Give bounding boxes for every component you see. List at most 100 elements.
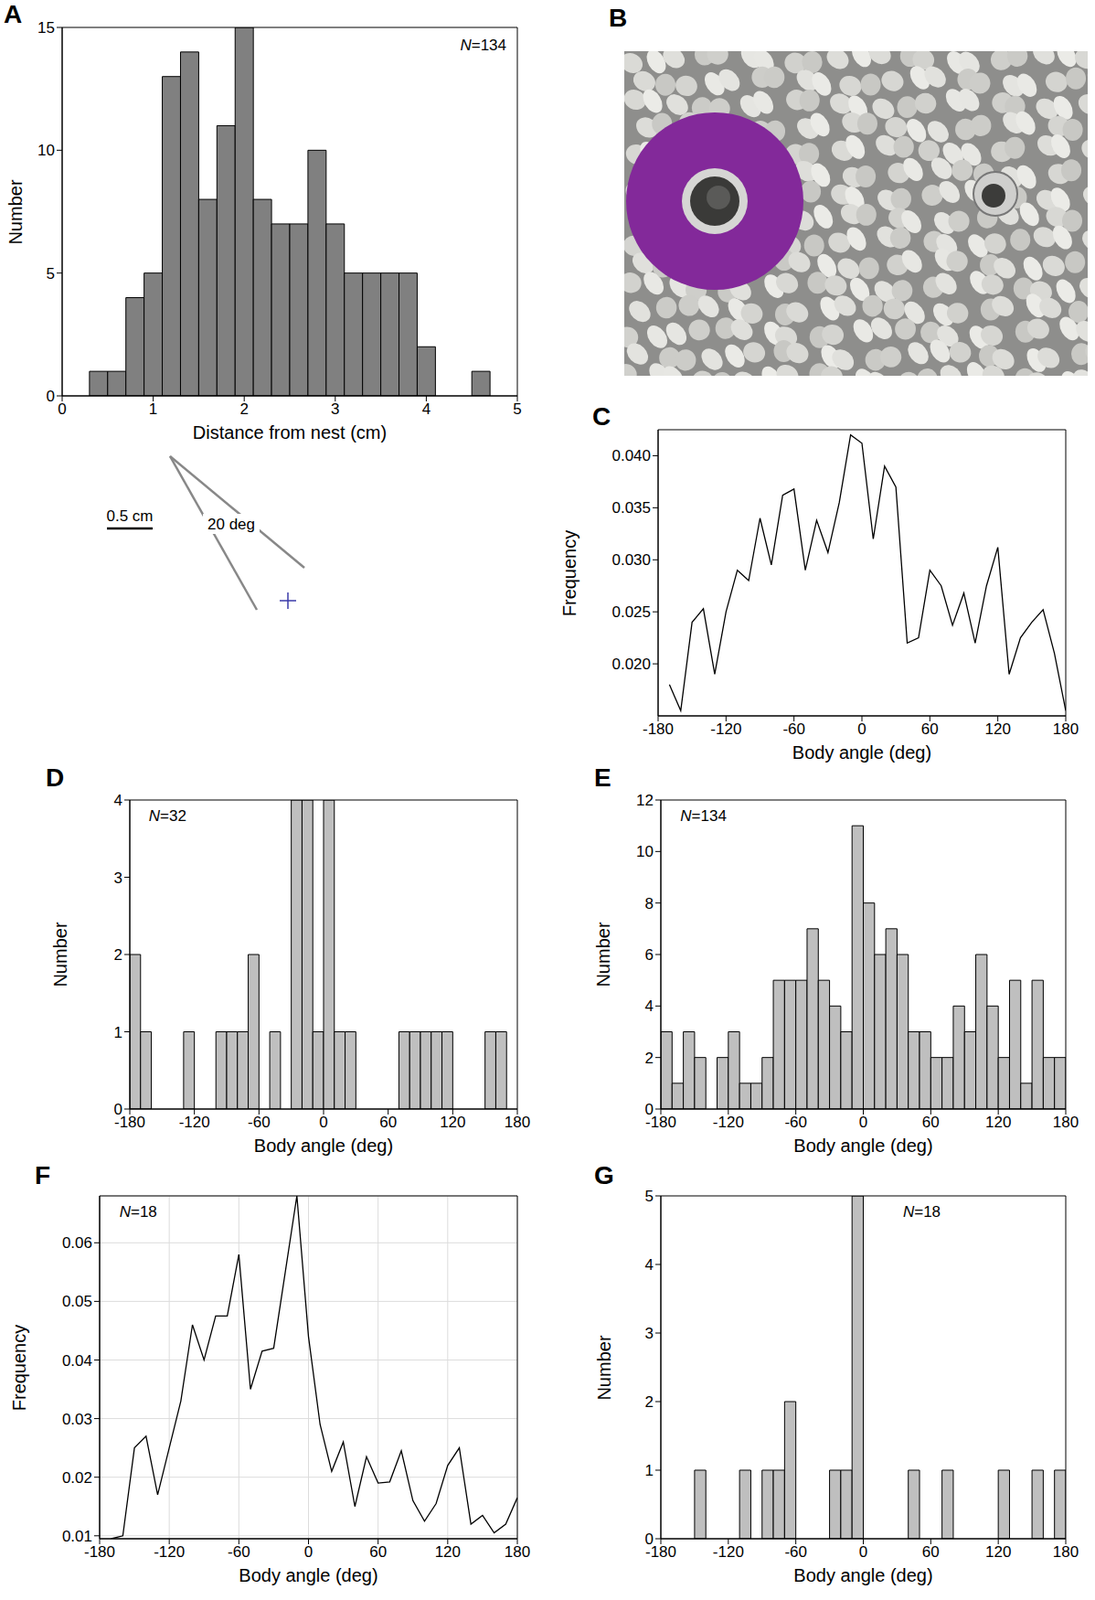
svg-text:-120: -120 [712,1113,745,1131]
svg-text:-180: -180 [642,720,674,738]
svg-text:1: 1 [114,1023,123,1042]
svg-text:0.02: 0.02 [62,1468,93,1487]
html-text:N =18: N =18 [119,1202,158,1221]
svg-text:0: 0 [318,1113,328,1131]
svg-text:120: 120 [985,1542,1011,1561]
html-text:Number: Number [593,921,614,987]
html-text:N =134: N =134 [680,807,727,825]
svg-text:-60: -60 [227,1542,251,1561]
svg-text:60: 60 [921,720,939,738]
svg-text:0: 0 [645,1530,654,1548]
svg-text:120: 120 [984,720,1010,738]
svg-text:0.04: 0.04 [62,1351,93,1370]
svg-text:2: 2 [645,1392,654,1411]
svg-text:2: 2 [239,400,248,418]
svg-text:0.06: 0.06 [62,1233,93,1252]
html-text:C: C [592,402,611,431]
svg-text:10: 10 [636,842,654,861]
html-text:Number: Number [593,1334,614,1400]
svg-text:4: 4 [645,997,654,1015]
svg-text:0: 0 [857,720,866,738]
svg-text:3: 3 [330,400,340,418]
svg-text:0.040: 0.040 [611,446,651,465]
svg-text:3: 3 [114,869,123,887]
svg-text:180: 180 [1052,720,1079,738]
svg-text:0: 0 [114,1100,123,1118]
html-text:Body angle (deg): Body angle (deg) [238,1564,379,1585]
svg-text:60: 60 [369,1542,387,1561]
svg-text:2: 2 [114,946,123,964]
html-text:N =134: N =134 [460,36,507,54]
svg-text:5: 5 [645,1187,654,1205]
svg-text:0: 0 [859,1542,868,1561]
svg-text:1: 1 [148,400,158,418]
svg-text:60: 60 [922,1113,940,1131]
svg-text:4: 4 [422,400,431,418]
svg-text:120: 120 [439,1113,466,1131]
html-text:D: D [45,763,65,792]
svg-text:5: 5 [46,265,55,283]
svg-text:-180: -180 [114,1113,146,1131]
svg-text:180: 180 [1052,1113,1079,1131]
svg-text:0.03: 0.03 [62,1410,93,1428]
svg-text:180: 180 [504,1542,531,1561]
html-text:Frequency: Frequency [8,1323,29,1411]
svg-text:6: 6 [645,946,654,964]
svg-text:2: 2 [645,1049,654,1067]
svg-text:20 deg: 20 deg [207,515,256,533]
svg-text:-120: -120 [712,1542,745,1561]
svg-text:0: 0 [57,400,66,418]
svg-text:5: 5 [512,400,521,418]
html-text:E: E [594,763,612,792]
svg-text:-120: -120 [179,1113,211,1131]
svg-text:-120: -120 [710,720,742,738]
svg-text:0.025: 0.025 [611,603,651,621]
svg-text:120: 120 [435,1542,461,1561]
html-text:Body angle (deg): Body angle (deg) [792,742,932,763]
svg-text:15: 15 [37,19,55,37]
svg-text:120: 120 [985,1113,1011,1131]
svg-text:4: 4 [114,791,123,809]
html-text:N =32: N =32 [148,807,187,825]
html-text:Body angle (deg): Body angle (deg) [793,1135,933,1156]
html-text:A: A [3,0,23,29]
html-text:Number: Number [50,921,71,987]
svg-text:0: 0 [859,1113,868,1131]
svg-text:-60: -60 [784,1113,808,1131]
svg-text:-60: -60 [247,1113,271,1131]
svg-text:12: 12 [636,791,654,809]
svg-text:0.035: 0.035 [611,499,651,517]
svg-text:-180: -180 [84,1542,116,1561]
html-text:Body angle (deg): Body angle (deg) [253,1135,394,1156]
html-text:G: G [594,1160,615,1190]
svg-text:1: 1 [645,1461,654,1479]
svg-text:0.030: 0.030 [611,551,651,569]
html-text:N =18: N =18 [902,1202,941,1221]
svg-text:0.020: 0.020 [611,655,651,673]
svg-text:180: 180 [1052,1542,1079,1561]
svg-text:-180: -180 [645,1113,677,1131]
svg-text:60: 60 [379,1113,397,1131]
svg-text:-60: -60 [784,1542,808,1561]
svg-text:0: 0 [645,1100,654,1118]
html-text:Frequency: Frequency [558,529,579,616]
svg-text:0: 0 [304,1542,313,1561]
svg-text:4: 4 [645,1255,654,1274]
html-text:B: B [608,3,628,32]
html-text:Number: Number [4,179,25,245]
svg-text:0.5 cm: 0.5 cm [106,507,153,525]
svg-text:10: 10 [37,141,55,160]
svg-text:-60: -60 [782,720,806,738]
svg-text:3: 3 [645,1324,654,1342]
html-text:F: F [34,1160,51,1190]
svg-text:0.01: 0.01 [62,1527,93,1545]
svg-text:0: 0 [46,387,55,405]
svg-text:-180: -180 [645,1542,677,1561]
svg-text:-120: -120 [153,1542,185,1561]
svg-text:8: 8 [645,894,654,913]
html-text:Body angle (deg): Body angle (deg) [793,1564,933,1585]
svg-text:180: 180 [504,1113,531,1131]
svg-text:60: 60 [922,1542,940,1561]
html-text:Distance from nest (cm): Distance from nest (cm) [192,422,387,443]
svg-text:0.05: 0.05 [62,1292,93,1310]
